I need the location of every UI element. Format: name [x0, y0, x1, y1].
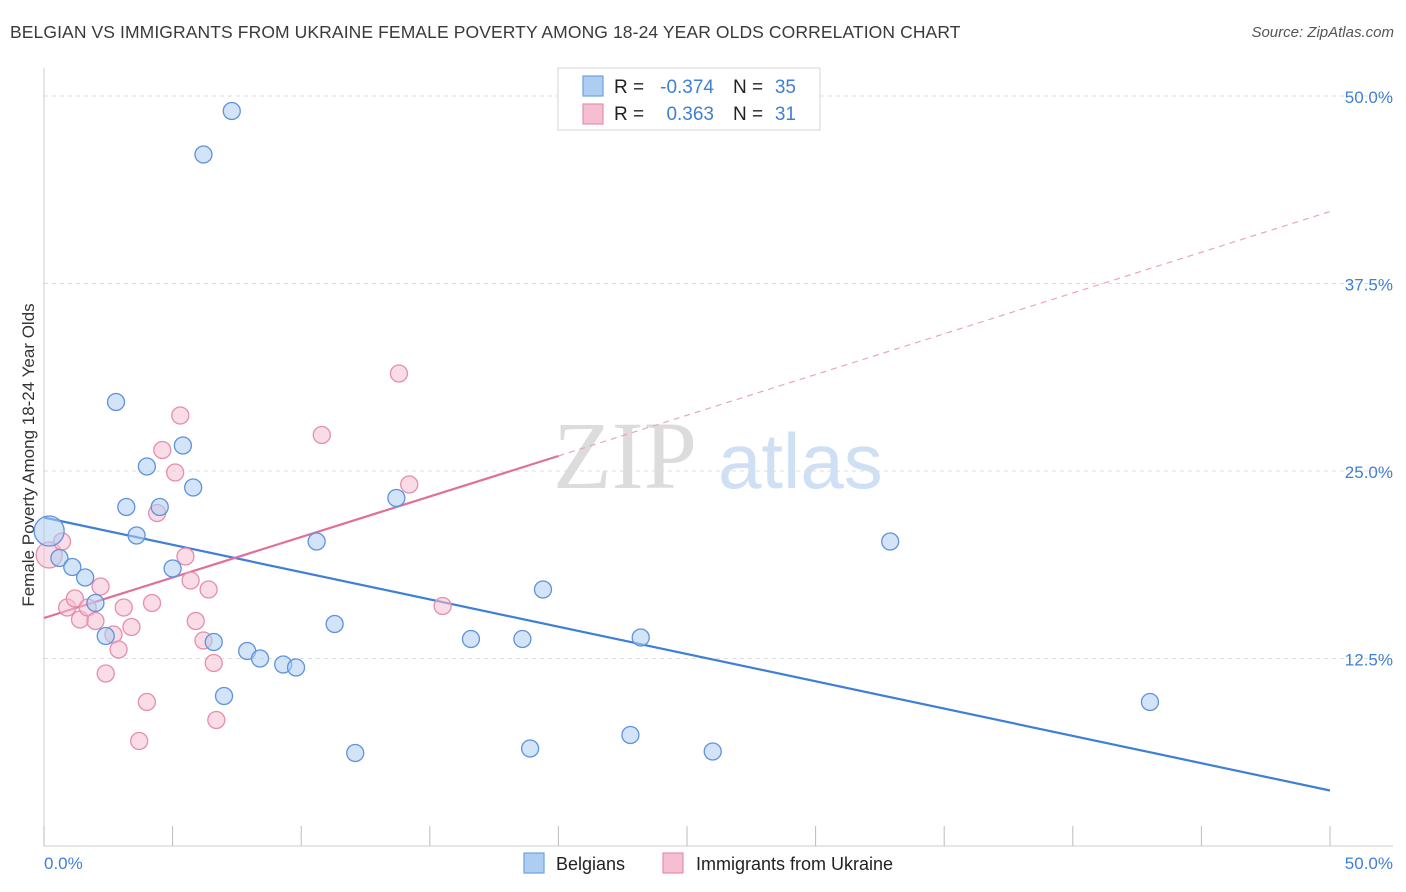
belgian-point [194, 145, 213, 164]
belgians-trend-line [43, 516, 1331, 792]
belgian-point [86, 593, 105, 613]
bottom-legend-label-belgians: Belgians [556, 854, 625, 874]
grid-lines [44, 95, 1393, 659]
belgian-point [325, 614, 344, 634]
legend-n-label-belgians: N = [733, 77, 763, 98]
belgian-point [346, 743, 365, 763]
ukraine-point [181, 571, 200, 590]
y-tick-label-3: 50.0% [1345, 88, 1393, 107]
ukraine-point [122, 617, 141, 637]
ukraine-point [96, 664, 115, 683]
belgian-points [33, 101, 1160, 763]
ukraine-point [433, 596, 452, 616]
belgian-point [214, 686, 234, 706]
x-tick-label-min: 0.0% [44, 854, 83, 873]
trend-lines [43, 210, 1331, 792]
ukraine-point [186, 611, 205, 631]
ukraine-trend-line-extension [558, 210, 1331, 457]
ukraine-point [109, 640, 128, 659]
legend-n-label-ukraine: N = [733, 104, 763, 125]
ukraine-point [137, 692, 157, 712]
belgian-point [106, 392, 126, 412]
ukraine-point [65, 589, 85, 608]
series-legend: Belgians Immigrants from Ukraine [523, 852, 893, 874]
y-tick-label-1: 25.0% [1345, 463, 1393, 482]
ukraine-point [114, 598, 133, 617]
bottom-legend-swatch-belgians [523, 852, 545, 874]
belgian-point [520, 739, 540, 758]
watermark-atlas: atlas [718, 417, 883, 505]
belgian-point [184, 478, 203, 497]
y-axis-title: Female Poverty Among 18-24 Year Olds [19, 303, 38, 606]
ukraine-point [389, 364, 409, 383]
belgian-point [96, 626, 115, 646]
ukraine-point [176, 547, 195, 566]
belgian-point [621, 725, 640, 745]
belgian-point [76, 568, 95, 587]
ukraine-point [400, 475, 419, 494]
belgian-point [150, 497, 169, 517]
ukraine-point [204, 653, 223, 673]
belgian-point [631, 628, 650, 647]
legend-swatch-belgians [582, 75, 604, 97]
ukraine-point [91, 577, 110, 596]
ukraine-point [199, 580, 218, 599]
belgian-point [117, 497, 136, 517]
belgian-point [250, 649, 270, 668]
legend-r-value-belgians: -0.374 [660, 77, 714, 98]
belgian-point [533, 580, 553, 599]
belgian-point [513, 629, 532, 649]
legend-r-value-ukraine: 0.363 [666, 104, 714, 125]
ukraine-point [312, 425, 331, 445]
ukraine-points [35, 364, 452, 751]
bottom-legend-swatch-ukraine [662, 852, 684, 874]
x-tick-label-max: 50.0% [1345, 854, 1393, 873]
y-tick-label-0: 12.5% [1345, 651, 1393, 670]
ukraine-point [153, 440, 172, 460]
belgian-point [204, 632, 223, 652]
belgian-point [286, 658, 306, 677]
chart-title: BELGIAN VS IMMIGRANTS FROM UKRAINE FEMAL… [10, 22, 961, 42]
bottom-legend-label-ukraine: Immigrants from Ukraine [696, 854, 893, 874]
belgian-point [1140, 692, 1160, 712]
ukraine-point [130, 731, 149, 751]
belgian-point [222, 101, 241, 121]
ukraine-point [142, 593, 162, 613]
y-tick-labels: 12.5% 25.0% 37.5% 50.0% [1345, 88, 1393, 670]
belgian-point [163, 559, 182, 578]
ukraine-point [166, 463, 185, 482]
legend-r-label-ukraine: R = [614, 104, 644, 125]
belgian-point [703, 742, 722, 761]
source-label: Source: ZipAtlas.com [1251, 24, 1394, 41]
legend-r-label-belgians: R = [614, 77, 644, 98]
legend-swatch-ukraine [582, 103, 604, 125]
watermark-zip: ZIP [553, 402, 697, 509]
belgian-point [33, 515, 65, 547]
belgian-point [461, 629, 481, 649]
belgian-point [137, 457, 157, 476]
legend-n-value-ukraine: 31 [775, 104, 796, 125]
ukraine-point [86, 611, 105, 631]
belgian-point [127, 526, 146, 545]
belgian-point [387, 488, 406, 508]
belgian-point [173, 436, 193, 455]
ukraine-point [171, 406, 190, 425]
ukraine-point [207, 710, 226, 730]
belgian-point [63, 557, 82, 577]
belgian-point [881, 532, 900, 551]
axes [43, 68, 1393, 847]
correlation-legend: R = -0.374 N = 35 R = 0.363 N = 31 [557, 67, 821, 131]
belgian-point [307, 532, 326, 551]
legend-n-value-belgians: 35 [775, 77, 796, 98]
y-tick-label-2: 37.5% [1345, 276, 1393, 295]
ukraine-trend-line [43, 454, 559, 620]
belgian-point [50, 548, 69, 568]
